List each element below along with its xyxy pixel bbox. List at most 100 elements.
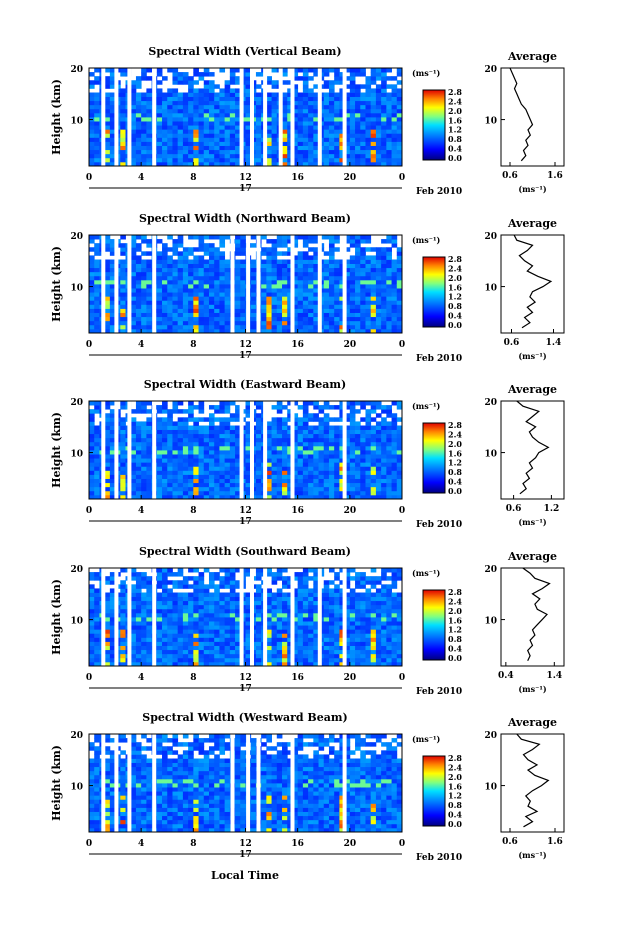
- heatmap-cell: [146, 304, 152, 309]
- heatmap-cell: [391, 288, 398, 293]
- heatmap-cell: [282, 259, 288, 264]
- heatmap-cell: [162, 470, 168, 475]
- heatmap-cell: [177, 104, 184, 110]
- heatmap-cell: [203, 437, 210, 443]
- heatmap-cell: [120, 316, 126, 322]
- heatmap-cell: [135, 316, 142, 322]
- heatmap-cell: [193, 486, 199, 492]
- heatmap-cell: [334, 288, 340, 293]
- heatmap-cell: [271, 84, 278, 89]
- heatmap-cell: [381, 267, 387, 273]
- heatmap-cell: [323, 157, 330, 163]
- heatmap-cell: [130, 279, 137, 285]
- heatmap-cell: [146, 96, 152, 102]
- heatmap-cell: [365, 433, 372, 439]
- heatmap-cell: [167, 450, 173, 455]
- heatmap-cell: [172, 80, 179, 85]
- heatmap-cell: [182, 470, 189, 475]
- heatmap-cell: [297, 121, 304, 126]
- heatmap-cell: [271, 486, 278, 492]
- heatmap-cell: [167, 604, 173, 610]
- heatmap-cell: [193, 121, 199, 126]
- heatmap-cell: [109, 454, 116, 459]
- heatmap-cell: [162, 437, 168, 443]
- heatmap-cell: [224, 568, 231, 573]
- heatmap-cell: [224, 612, 231, 618]
- heatmap-cell: [360, 308, 366, 313]
- heatmap-cell: [334, 72, 340, 77]
- heatmap-cell: [162, 621, 168, 626]
- heatmap-cell: [271, 153, 278, 159]
- heatmap-cell: [370, 267, 377, 273]
- heatmap-cell: [135, 117, 142, 122]
- heatmap-cell: [302, 125, 309, 130]
- heatmap-cell: [235, 405, 241, 410]
- heatmap-cell: [375, 92, 382, 97]
- heatmap-cell: [182, 247, 189, 252]
- heatmap-cell: [344, 96, 351, 102]
- heatmap-cell: [235, 454, 241, 459]
- heatmap-cell: [360, 441, 366, 447]
- heatmap-cell: [386, 494, 392, 500]
- heatmap-cell: [177, 145, 184, 151]
- heatmap-cell: [292, 417, 299, 422]
- heatmap-cell: [266, 645, 272, 651]
- heatmap-cell: [308, 129, 314, 134]
- heatmap-cell: [130, 653, 137, 659]
- heatmap-cell: [255, 657, 262, 663]
- heatmap-cell: [172, 421, 179, 426]
- heatmap-cell: [167, 316, 173, 322]
- heatmap-cell: [375, 129, 382, 134]
- heatmap-cell: [141, 108, 147, 114]
- heatmap-cell: [266, 494, 272, 500]
- heatmap-cell: [120, 401, 126, 406]
- heatmap-cell: [318, 478, 325, 484]
- heatmap-cell: [104, 429, 111, 435]
- heatmap-cell: [360, 296, 366, 301]
- heatmap-cell: [146, 600, 152, 606]
- heatmap-cell: [287, 96, 293, 102]
- heatmap-cell: [266, 462, 272, 467]
- heatmap-cell: [292, 312, 299, 318]
- heatmap-cell: [360, 255, 366, 260]
- heatmap-cell: [328, 300, 335, 305]
- heatmap-cell: [276, 474, 283, 479]
- heatmap-cell: [104, 657, 111, 663]
- heatmap-cell: [172, 625, 179, 630]
- heatmap-cell: [313, 486, 319, 492]
- heatmap-cell: [162, 308, 168, 313]
- heatmap-cell: [396, 405, 403, 410]
- heatmap-cell: [219, 133, 226, 138]
- heatmap-cell: [396, 486, 403, 492]
- heatmap-cell: [261, 279, 267, 285]
- heatmap-cell: [339, 121, 346, 126]
- heatmap-cell: [339, 429, 346, 435]
- heatmap-cell: [214, 284, 220, 289]
- heatmap-cell: [214, 292, 220, 297]
- heatmap-cell: [109, 76, 116, 81]
- heatmap-cell: [120, 145, 126, 151]
- heatmap-cell: [323, 141, 330, 146]
- heatmap-cell: [245, 88, 252, 93]
- heatmap-cell: [360, 324, 366, 330]
- heatmap-cell: [224, 80, 231, 85]
- heatmap-cell: [297, 441, 304, 447]
- heatmap-cell: [334, 445, 340, 451]
- heatmap-cell: [177, 425, 184, 430]
- heatmap-cell: [355, 466, 361, 471]
- heatmap-cell: [120, 653, 126, 659]
- heatmap-cell: [188, 470, 194, 475]
- heatmap-cell: [229, 637, 236, 642]
- heatmap-cell: [355, 149, 361, 155]
- heatmap-cell: [313, 405, 319, 410]
- heatmap-cell: [323, 304, 330, 309]
- heatmap-cell: [224, 617, 231, 622]
- heatmap-cell: [162, 161, 168, 167]
- heatmap-cell: [214, 235, 220, 240]
- heatmap-cell: [104, 454, 111, 459]
- heatmap-cell: [224, 437, 231, 443]
- heatmap-cell: [292, 486, 299, 492]
- heatmap-cell: [208, 84, 215, 89]
- panel-title: Spectral Width (Eastward Beam): [144, 378, 346, 391]
- heatmap-cell: [396, 72, 403, 77]
